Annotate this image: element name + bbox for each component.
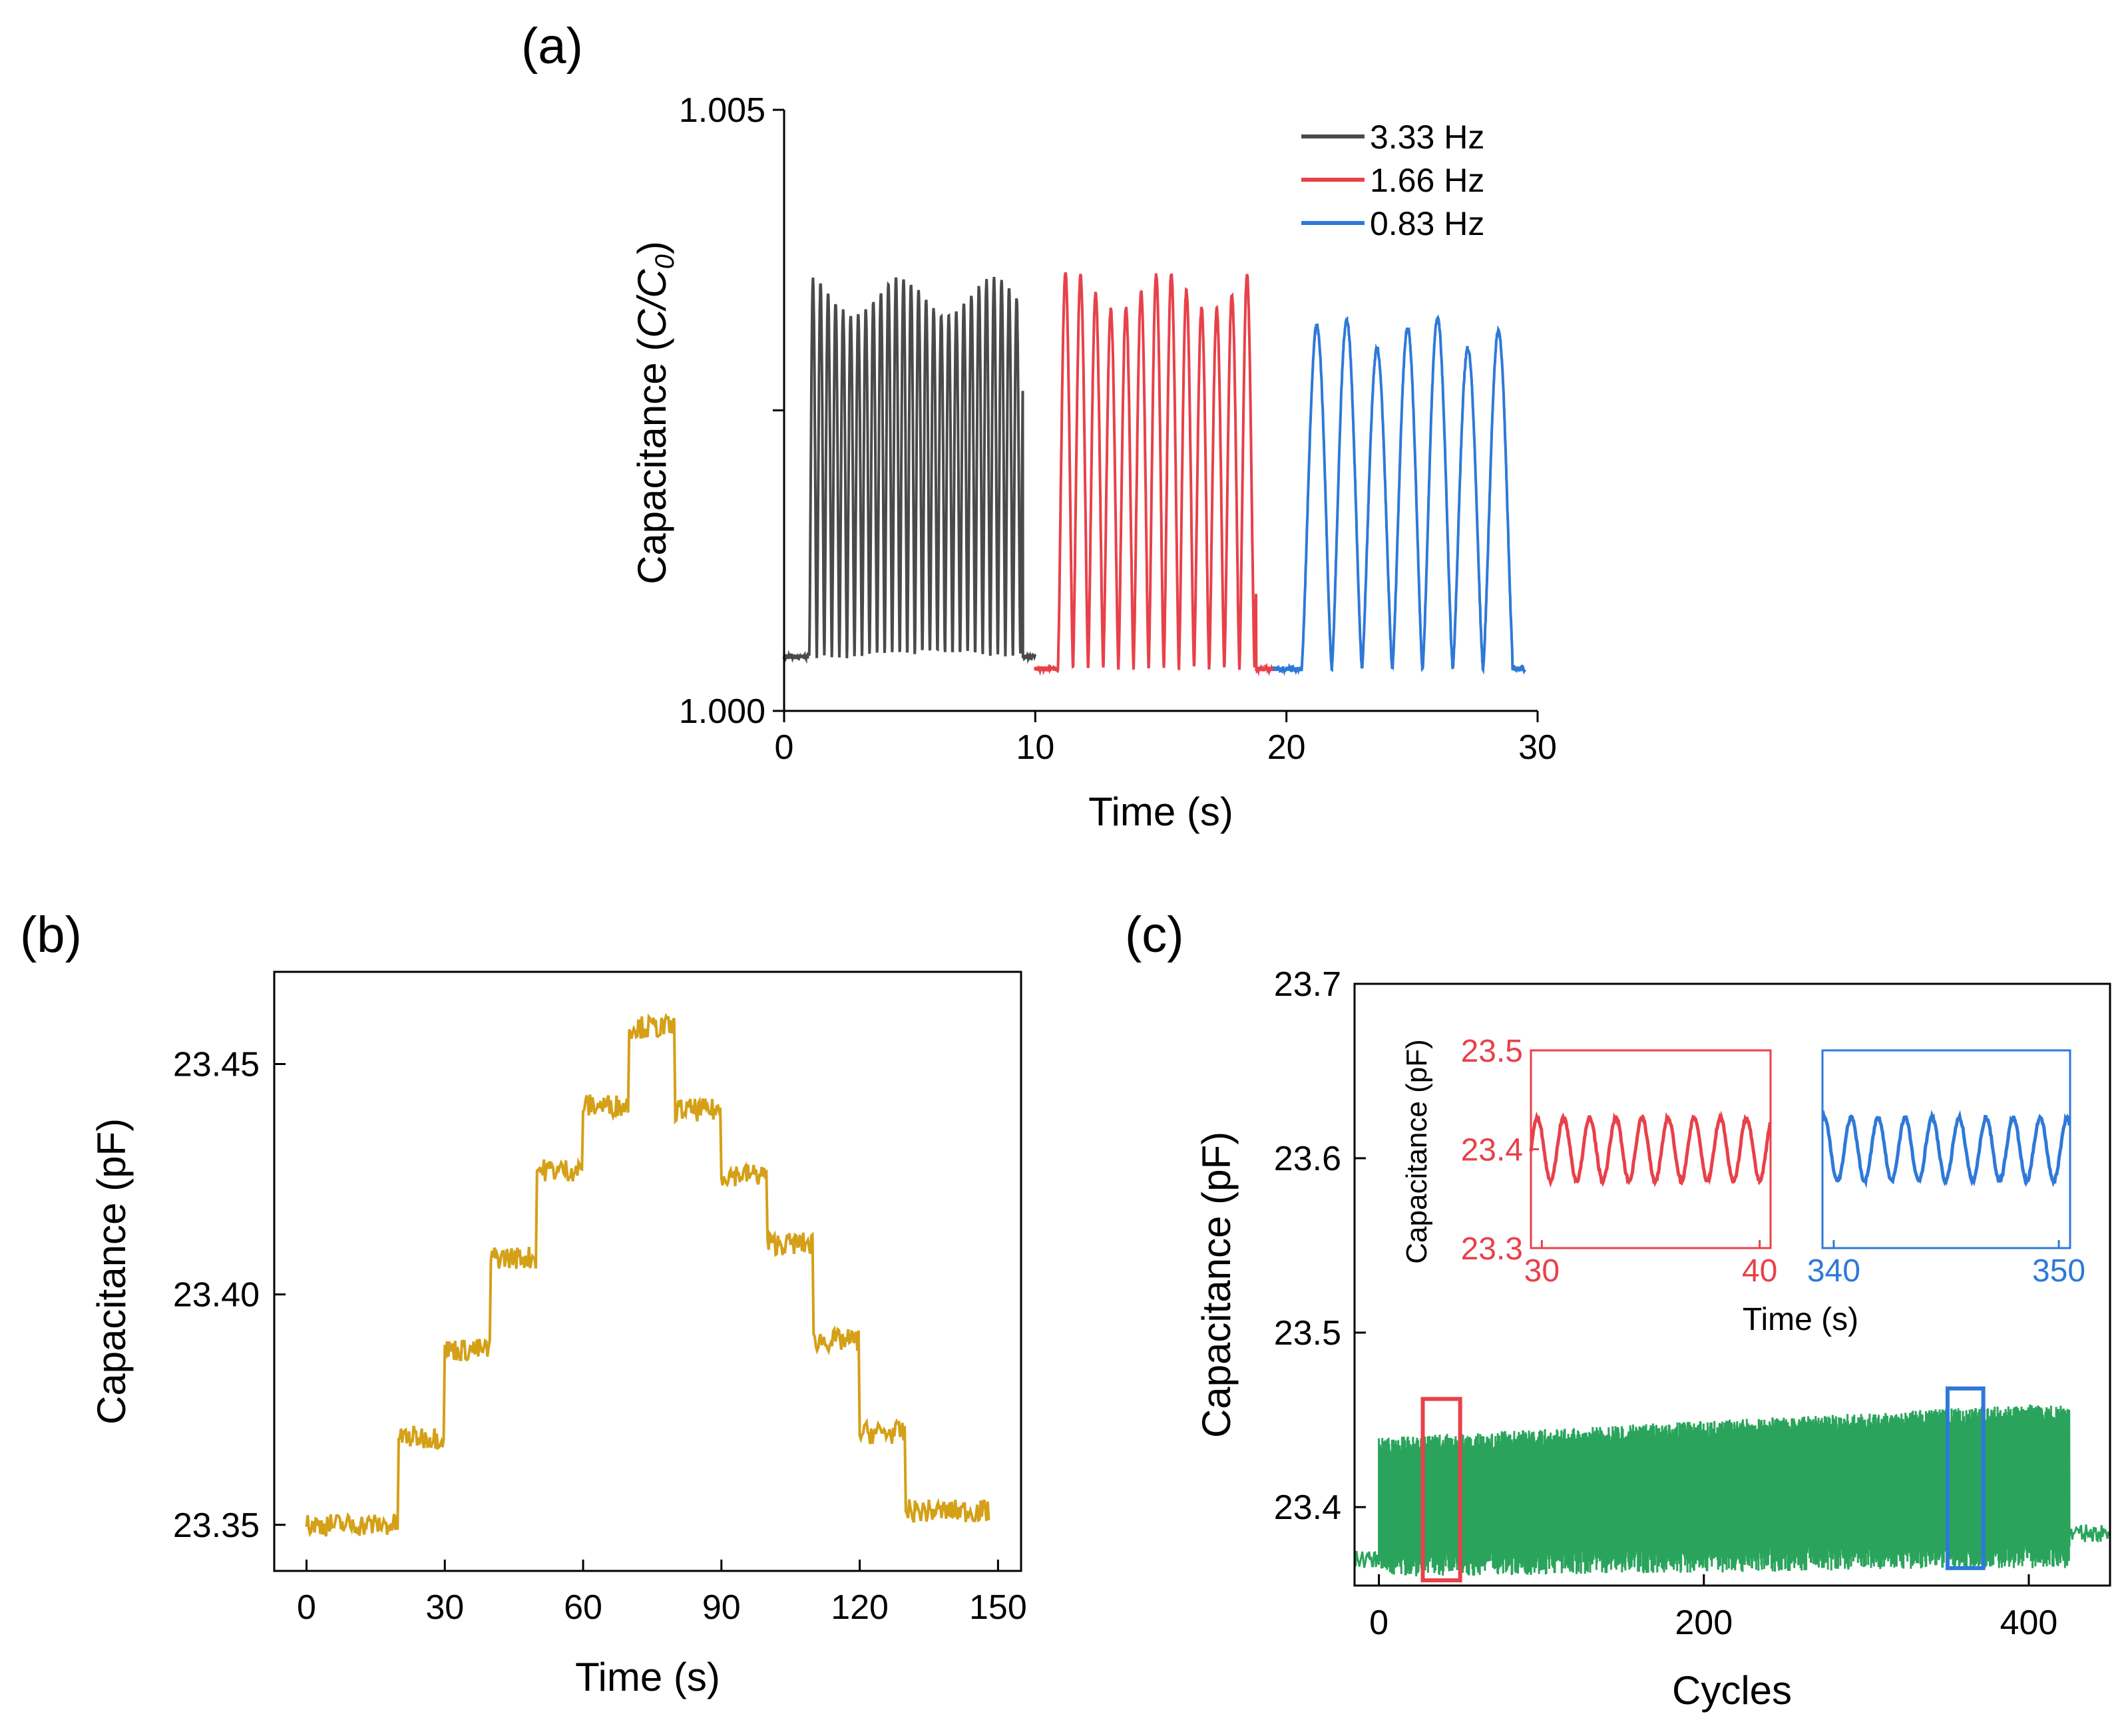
chart-c: 0 200 400 23.4 23.5 23.6 23.7 30 40 23.3 23.4 23.5… (1194, 965, 2111, 1713)
chart-c-frame (1353, 982, 2111, 1587)
chart-a-series-2-line (1272, 314, 1526, 676)
chart-a: 0 10 20 30 1.000 1.005 Time (s) Capacitance (… (630, 91, 1557, 834)
chart-c-inset-left-xtick-label-0: 30 (1524, 1253, 1560, 1289)
chart-b-ytick-label-1: 23.40 (173, 1276, 260, 1315)
chart-b-frame (273, 971, 1022, 1572)
chart-c-inset-xlabel: Time (s) (1743, 1302, 1858, 1337)
chart-a-ytick-label-0: 1.000 (679, 692, 765, 731)
chart-b: 0 30 60 90 120 150 23.35 23.40 23.45 Time (s) Ca… (89, 971, 1027, 1699)
chart-c-ytick-label-2: 23.6 (1274, 1140, 1341, 1178)
chart-b-xtick-label-4: 120 (831, 1588, 889, 1627)
chart-a-ylabel-suffix: ) (630, 241, 674, 254)
panel-label-b: (b) (20, 907, 82, 963)
chart-a-legend-label-1: 1.66 Hz (1370, 162, 1484, 199)
chart-b-ytick-label-0: 23.35 (173, 1506, 260, 1545)
chart-a-ticks: 0 10 20 30 1.000 1.005 (679, 91, 1557, 767)
chart-c-highlight-box-1 (1945, 1386, 1986, 1570)
chart-c-xlabel: Cycles (1672, 1668, 1792, 1713)
chart-c-inset-frame-right (1821, 1049, 2071, 1249)
chart-a-xtick-label-1: 10 (1016, 728, 1054, 767)
chart-b-series-line (305, 1012, 990, 1538)
chart-a-ylabel-c0: C (630, 269, 674, 298)
chart-a-ylabel: Capacitance (C/C0) (630, 241, 680, 584)
chart-c-inset-right-xtick-label-0: 340 (1807, 1253, 1860, 1289)
chart-a-ylabel-prefix: Capacitance ( (630, 338, 674, 584)
chart-b-xtick-label-2: 60 (564, 1588, 602, 1627)
chart-b-xtick-label-1: 30 (425, 1588, 464, 1627)
chart-b-ytick-label-2: 23.45 (173, 1045, 260, 1084)
chart-b-xtick-label-3: 90 (702, 1588, 741, 1627)
chart-c-inset-right-xtick-label-1: 350 (2032, 1253, 2085, 1289)
chart-c-inset-frame-left (1530, 1049, 1772, 1249)
chart-c-inset-line-left (1529, 1110, 1772, 1188)
chart-c-ytick-label-1: 23.5 (1274, 1314, 1341, 1353)
panel-label-a: (a) (521, 18, 583, 75)
chart-a-legend: 3.33 Hz 1.66 Hz 0.83 Hz (1301, 118, 1484, 242)
chart-c-series (1353, 1386, 2111, 1583)
chart-c-xtick-label-0: 0 (1369, 1604, 1388, 1642)
chart-c-ylabel: Capacitance (pF) (1194, 1132, 1239, 1438)
chart-a-series-0-line (783, 276, 1037, 664)
chart-a-legend-label-2: 0.83 Hz (1370, 205, 1484, 242)
chart-c-inset-ytick-label-1: 23.4 (1461, 1133, 1523, 1168)
chart-c-highlight-box-0 (1420, 1397, 1462, 1583)
chart-a-xlabel: Time (s) (1088, 789, 1233, 834)
chart-c-ytick-label-0: 23.4 (1274, 1488, 1341, 1527)
chart-b-xtick-label-0: 0 (297, 1588, 316, 1627)
chart-c-inset-line-right (1821, 1110, 2071, 1189)
chart-a-series-1-line (1034, 272, 1275, 677)
chart-c-series-line (1353, 1404, 2111, 1577)
chart-c-inset-ylabel: Capacitance (pF) (1400, 1039, 1433, 1263)
chart-c-inset-ytick-label-0: 23.3 (1461, 1231, 1523, 1267)
chart-b-ylabel: Capacitance (pF) (89, 1118, 134, 1424)
chart-b-xtick-label-5: 150 (969, 1588, 1027, 1627)
chart-a-xtick-label-2: 20 (1267, 728, 1306, 767)
chart-a-xtick-label-0: 0 (775, 728, 794, 767)
chart-c-xtick-label-2: 400 (2000, 1604, 2058, 1642)
chart-c-xtick-label-1: 200 (1675, 1604, 1733, 1642)
panel-label-c: (c) (1125, 907, 1184, 963)
chart-c-inset: 30 40 23.3 23.4 23.5 340 350 Time (s) Capacitanc… (1400, 1034, 2085, 1337)
chart-c-inset-ytick-label-2: 23.5 (1461, 1034, 1523, 1069)
chart-c-ticks: 0 200 400 23.4 23.5 23.6 23.7 (1274, 965, 2058, 1642)
chart-a-ytick-label-2: 1.005 (679, 91, 765, 130)
chart-a-ylabel-c: C (630, 309, 674, 338)
chart-a-xtick-label-3: 30 (1518, 728, 1557, 767)
chart-b-xlabel: Time (s) (575, 1655, 720, 1699)
chart-a-ylabel-sub: 0 (650, 254, 680, 269)
chart-b-ticks: 0 30 60 90 120 150 23.35 23.40 23.45 (173, 1045, 1027, 1627)
chart-c-inset-left-xtick-label-1: 40 (1742, 1253, 1777, 1289)
chart-a-legend-label-0: 3.33 Hz (1370, 118, 1484, 156)
chart-b-series (305, 1012, 990, 1538)
chart-c-ytick-label-3: 23.7 (1274, 965, 1341, 1004)
chart-a-series (783, 272, 1526, 677)
